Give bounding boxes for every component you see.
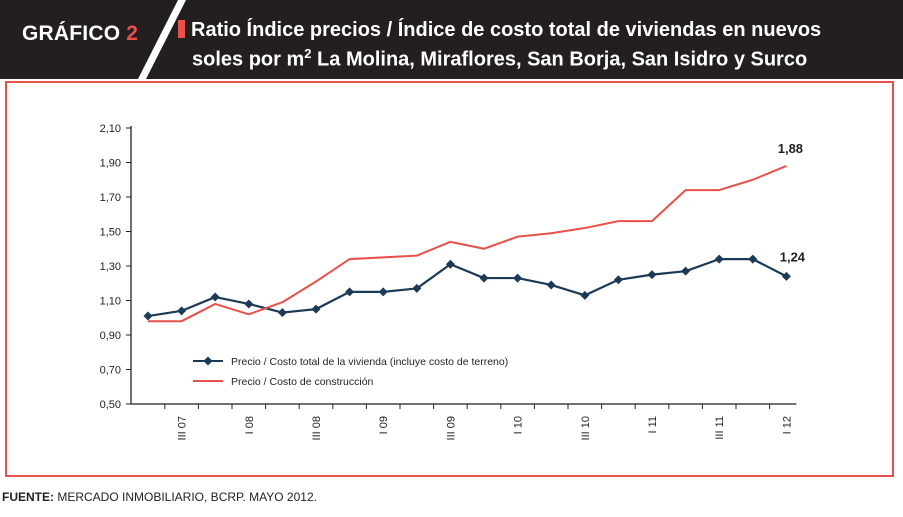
title-marker	[178, 20, 185, 38]
title-line-2-end: La Molina, Miraflores, San Borja, San Is…	[311, 48, 808, 71]
legend-label: Precio / Costo de construcción	[231, 376, 374, 388]
header-divider	[138, 0, 186, 79]
series-point	[210, 292, 220, 302]
source-label: FUENTE:	[2, 490, 54, 504]
y-tick-label: 1,10	[100, 296, 121, 308]
x-tick-label: III 08	[311, 416, 323, 440]
series-point	[613, 275, 623, 285]
source-text: MERCADO INMOBILIARIO, BCRP. MAYO 2012.	[54, 490, 317, 504]
x-tick-label: I 11	[647, 416, 659, 434]
series-point	[277, 308, 287, 318]
series-point	[143, 311, 153, 321]
series-point	[445, 259, 455, 269]
chart-title: Ratio Índice precios / Índice de costo t…	[178, 18, 821, 72]
series-point	[244, 299, 254, 309]
series-point	[681, 266, 691, 276]
series-point	[412, 283, 422, 293]
series-point	[378, 287, 388, 297]
title-superscript: 2	[304, 46, 312, 61]
figure-label: GRÁFICO 2	[22, 22, 138, 46]
y-tick-label: 2,10	[100, 123, 121, 135]
series-point	[546, 280, 556, 290]
y-tick-label: 0,90	[100, 330, 121, 342]
data-label-end: 1,88	[778, 141, 803, 156]
y-tick-label: 1,90	[100, 158, 121, 170]
title-line-1: Ratio Índice precios / Índice de costo t…	[191, 19, 822, 41]
x-tick-label: III 11	[714, 416, 726, 440]
x-tick-label: III 09	[445, 416, 457, 440]
series-line-precio-costo-total	[147, 258, 787, 318]
series-point	[714, 254, 724, 264]
series-point	[479, 273, 489, 283]
chart-frame	[5, 81, 894, 477]
series-point	[781, 271, 791, 281]
series-point	[748, 254, 758, 264]
series-point	[647, 270, 657, 280]
series-point	[345, 287, 355, 297]
legend-label: Precio / Costo total de la vivienda (inc…	[231, 356, 508, 368]
title-line-2-start: soles por m	[192, 48, 305, 71]
data-label-end: 1,24	[780, 249, 806, 264]
series-point	[311, 304, 321, 314]
y-tick-label: 1,70	[100, 192, 121, 204]
x-tick-label: III 10	[580, 416, 592, 440]
y-tick-label: 1,50	[100, 227, 121, 239]
figure-label-prefix: GRÁFICO	[22, 22, 121, 45]
figure-label-number: 2	[126, 22, 139, 45]
x-tick-label: I 12	[781, 416, 793, 434]
source-note: FUENTE: MERCADO INMOBILIARIO, BCRP. MAYO…	[2, 490, 317, 504]
legend-marker	[203, 356, 213, 366]
chart-header: GRÁFICO 2 Ratio Índice precios / Índice …	[0, 0, 903, 79]
title-line-2: soles por m2 La Molina, Miraflores, San …	[178, 42, 821, 72]
series-point	[177, 306, 187, 316]
y-tick-label: 0,50	[100, 399, 121, 411]
x-tick-label: I 08	[244, 416, 256, 434]
x-tick-label: III 07	[177, 416, 189, 440]
y-tick-label: 1,30	[100, 261, 121, 273]
x-tick-label: I 09	[378, 416, 390, 434]
series-line-precio-costo-construccion	[148, 165, 787, 323]
x-tick-label: I 10	[513, 416, 525, 434]
series-point	[580, 290, 590, 300]
y-tick-label: 0,70	[100, 365, 121, 377]
series-point	[513, 273, 523, 283]
